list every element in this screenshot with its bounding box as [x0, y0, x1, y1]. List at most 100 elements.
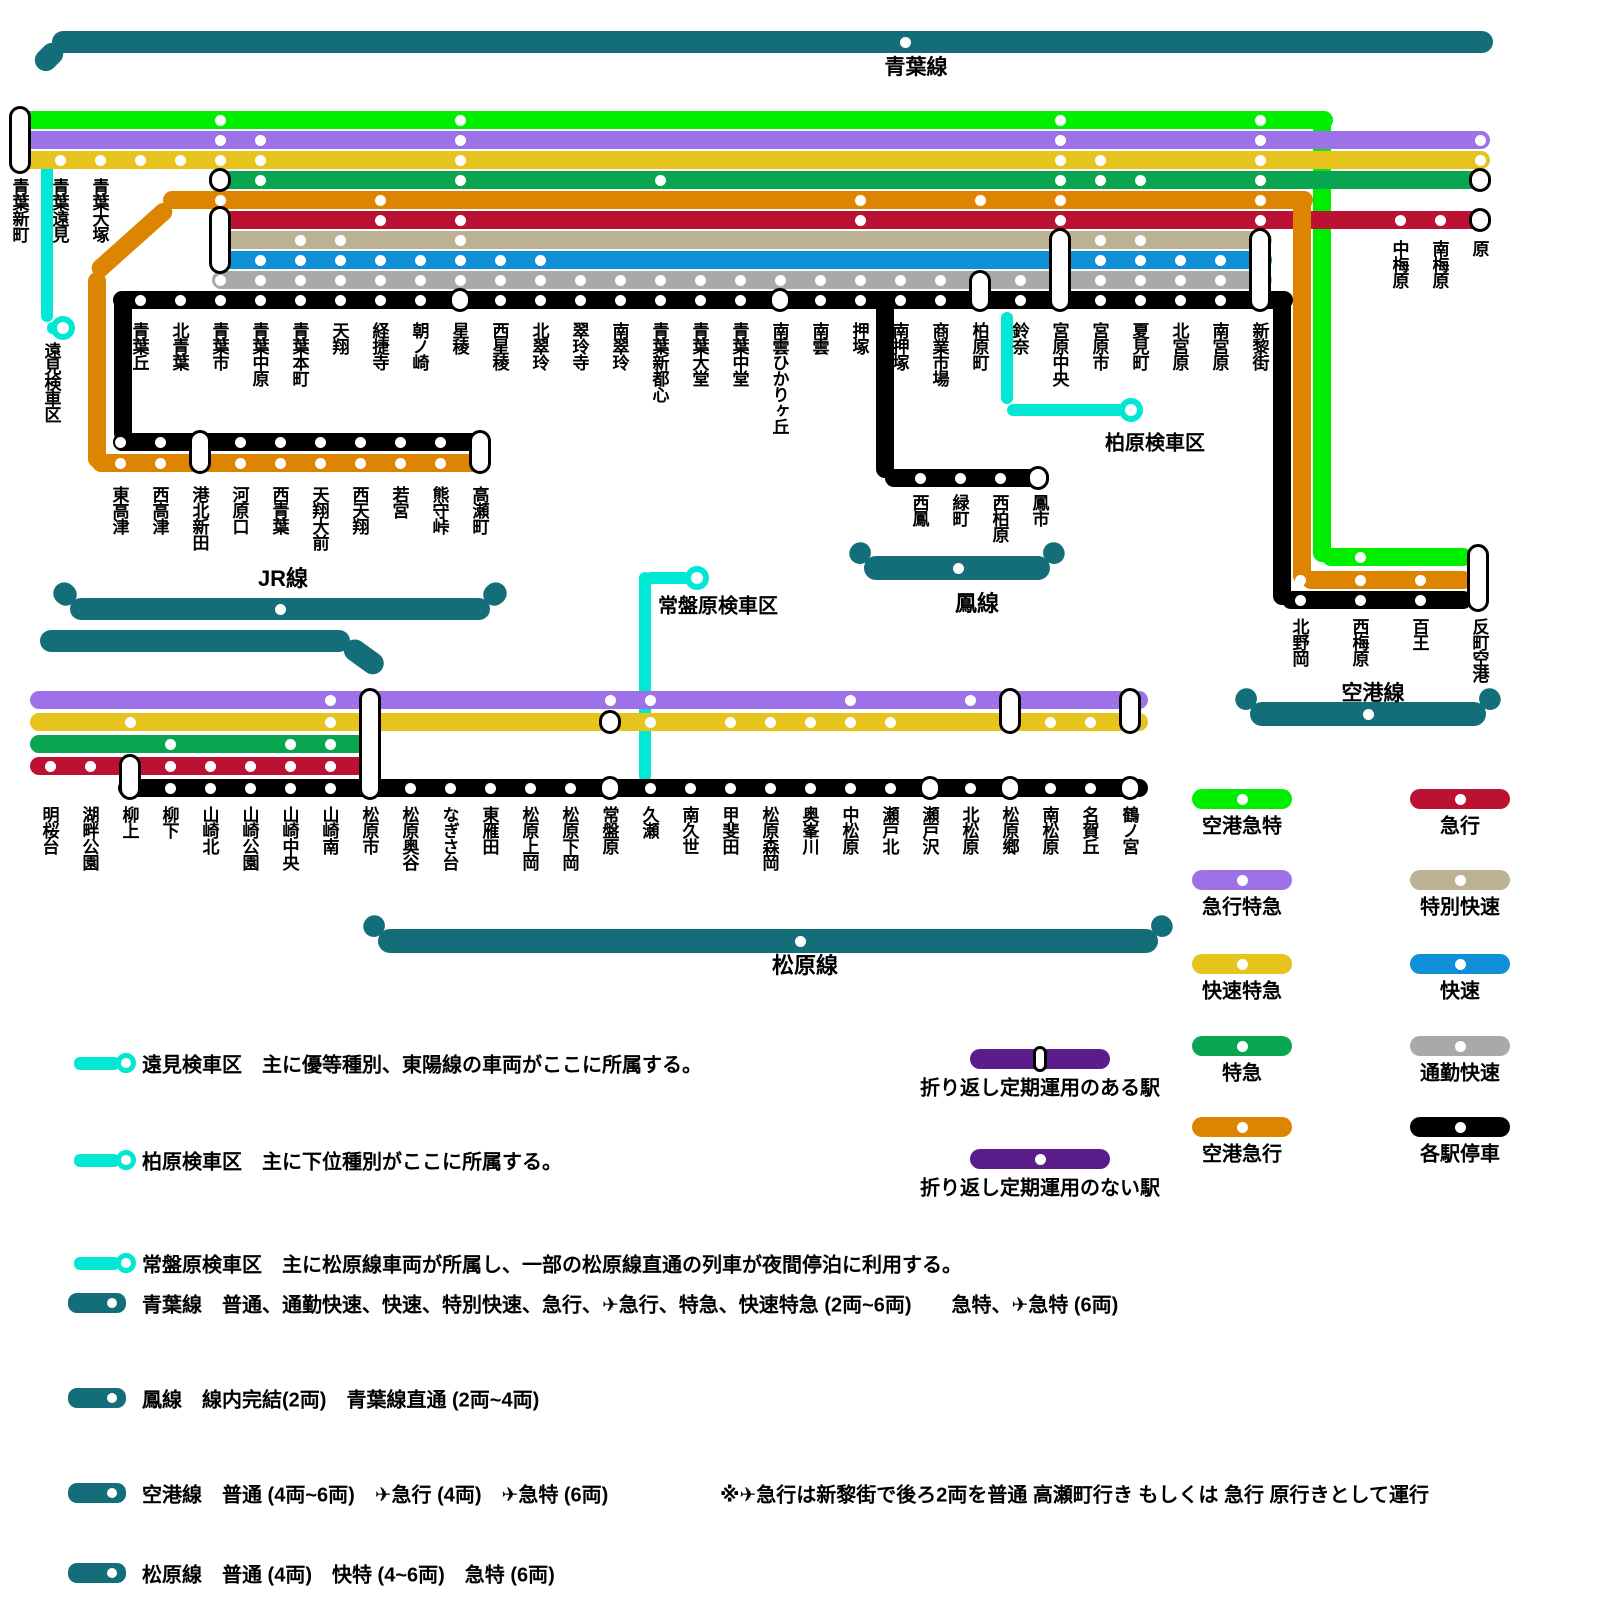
- station-stop-dot: [214, 134, 226, 146]
- station-stop-dot: [214, 154, 226, 166]
- turnback-station-capsule: [9, 106, 31, 174]
- station-stop-dot: [1254, 134, 1266, 146]
- station-stop-dot: [794, 935, 806, 947]
- note-text: 遠見検車区 主に優等種別、東陽線の車両がここに所属する。: [142, 1054, 702, 1077]
- station-stop-dot: [164, 760, 176, 772]
- station-stop-dot: [114, 436, 126, 448]
- station-stop-dot: [204, 760, 216, 772]
- line-segment-blue: [212, 251, 1272, 269]
- station-label: 南雲ひかりヶ丘: [769, 322, 789, 434]
- station-stop-dot: [284, 782, 296, 794]
- legend-swatch-dot: [1236, 1040, 1248, 1052]
- line-banner-label: 空港線: [1341, 682, 1405, 705]
- note-text: 松原線 普通 (4両) 快特 (4~6両) 急特 (6両): [142, 1564, 555, 1587]
- station-stop-dot: [1254, 214, 1266, 226]
- station-stop-dot: [854, 214, 866, 226]
- station-stop-dot: [54, 154, 66, 166]
- line-segment-teal: [339, 635, 389, 679]
- turnback-station-capsule: [969, 270, 991, 312]
- station-stop-dot: [174, 294, 186, 306]
- station-stop-dot: [454, 174, 466, 186]
- station-stop-dot: [914, 472, 926, 484]
- legend-turnback-capsule: [1033, 1046, 1047, 1072]
- station-stop-dot: [1134, 274, 1146, 286]
- station-stop-dot: [314, 436, 326, 448]
- station-stop-dot: [154, 457, 166, 469]
- station-stop-dot: [254, 254, 266, 266]
- station-stop-dot: [1254, 154, 1266, 166]
- legend-service-label: 急行特急: [1202, 896, 1282, 919]
- legend-swatch-dot: [1236, 874, 1248, 886]
- station-label: 松原上岡: [519, 806, 539, 870]
- station-stop-dot: [644, 716, 656, 728]
- station-stop-dot: [1254, 194, 1266, 206]
- line-segment-teal: [378, 929, 1158, 953]
- station-stop-dot: [854, 274, 866, 286]
- station-stop-dot: [484, 782, 496, 794]
- depot-terminal: [51, 316, 75, 340]
- line-banner-label: 常盤原検車区: [658, 595, 778, 618]
- station-stop-dot: [154, 436, 166, 448]
- station-stop-dot: [694, 274, 706, 286]
- turnback-station-capsule: [1467, 544, 1489, 612]
- station-stop-dot: [274, 436, 286, 448]
- station-label: 湖畔公園: [79, 806, 99, 870]
- station-stop-dot: [534, 294, 546, 306]
- line-segment-orange: [163, 191, 1313, 209]
- station-stop-dot: [1134, 174, 1146, 186]
- station-stop-dot: [854, 294, 866, 306]
- station-label: 松原森岡: [759, 806, 779, 870]
- station-stop-dot: [324, 782, 336, 794]
- line-segment-black: [113, 433, 490, 451]
- note-depot-marker: [74, 1056, 120, 1070]
- station-stop-dot: [734, 294, 746, 306]
- station-label: 青葉丘: [129, 322, 149, 370]
- legend-swatch-dot: [1236, 1121, 1248, 1133]
- station-stop-dot: [844, 782, 856, 794]
- station-stop-dot: [314, 457, 326, 469]
- line-segment-black: [885, 469, 1048, 487]
- station-label: 新黎街: [1249, 322, 1269, 370]
- station-stop-dot: [764, 716, 776, 728]
- station-stop-dot: [324, 760, 336, 772]
- legend-service-label: 快速特急: [1202, 980, 1282, 1003]
- station-stop-dot: [374, 294, 386, 306]
- line-segment-purple: [12, 131, 1490, 149]
- turnback-station-capsule: [1119, 776, 1141, 800]
- note-depot-marker: [74, 1153, 120, 1167]
- station-stop-dot: [954, 472, 966, 484]
- station-stop-dot: [454, 114, 466, 126]
- legend-turnback-label: 折り返し定期運用のない駅: [920, 1177, 1160, 1200]
- turnback-station-capsule: [599, 710, 621, 734]
- station-label: 南久世: [679, 806, 699, 854]
- legend-swatch-dot: [1236, 793, 1248, 805]
- station-stop-dot: [1054, 134, 1066, 146]
- station-stop-dot: [574, 294, 586, 306]
- station-stop-dot: [1094, 274, 1106, 286]
- station-stop-dot: [534, 254, 546, 266]
- station-stop-dot: [1362, 708, 1374, 720]
- legend-service-label: 通勤快速: [1420, 1062, 1500, 1085]
- note-text: 青葉線 普通、通勤快速、快速、特別快速、急行、✈急行、特急、快速特急 (2両~6…: [142, 1294, 1119, 1317]
- station-stop-dot: [1474, 134, 1486, 146]
- station-label: 明桜台: [39, 806, 59, 854]
- station-label: 久瀬: [639, 806, 659, 838]
- legend-turnback-label: 折り返し定期運用のある駅: [920, 1077, 1160, 1100]
- station-label: 奥峯川: [799, 806, 819, 854]
- station-stop-dot: [1134, 254, 1146, 266]
- station-stop-dot: [254, 274, 266, 286]
- station-stop-dot: [454, 134, 466, 146]
- turnback-station-capsule: [1027, 466, 1049, 490]
- station-stop-dot: [894, 274, 906, 286]
- station-stop-dot: [1094, 234, 1106, 246]
- station-stop-dot: [134, 294, 146, 306]
- station-stop-dot: [394, 457, 406, 469]
- turnback-station-capsule: [189, 430, 211, 474]
- station-label: 南押塚: [889, 322, 909, 370]
- turnback-station-capsule: [119, 754, 141, 800]
- station-stop-dot: [934, 294, 946, 306]
- station-stop-dot: [294, 254, 306, 266]
- note-text: 空港線 普通 (4両~6両) ✈急行 (4両) ✈急特 (6両): [142, 1484, 609, 1507]
- note-text: 鳳線 線内完結(2両) 青葉線直通 (2両~4両): [142, 1389, 540, 1412]
- station-label: 東高津: [109, 486, 129, 534]
